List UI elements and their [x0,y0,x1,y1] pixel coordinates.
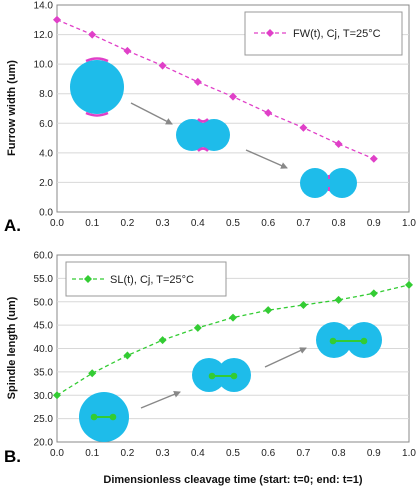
y-tick-label: 35.0 [34,367,54,378]
data-point-marker[interactable] [158,336,167,345]
legend-label: SL(t), Cj, T=25°C [110,274,194,286]
x-tick-label: 0.0 [50,218,64,229]
x-tick-label: 0.5 [226,218,240,229]
data-point-marker[interactable] [193,77,202,86]
x-tick-label: 0.0 [50,448,64,459]
panel-b-series [53,280,413,400]
panel-b-x-axis-title: Dimensionless cleavage time (start: t=0;… [103,474,363,486]
data-point-marker[interactable] [369,154,378,163]
x-tick-label: 0.4 [191,218,205,229]
cell-dividing-illustration [300,168,357,198]
x-tick-label: 0.4 [191,448,205,459]
x-tick-label: 0.3 [156,448,170,459]
data-point-marker[interactable] [334,139,343,148]
progression-arrow [140,391,181,409]
y-tick-label: 60.0 [34,251,54,262]
x-tick-label: 1.0 [402,218,416,229]
series-line [56,19,375,160]
x-tick-label: 0.7 [296,448,310,459]
x-tick-label: 0.6 [261,218,275,229]
y-tick-label: 14.0 [34,1,54,12]
x-tick-label: 0.3 [156,218,170,229]
data-point-marker[interactable] [123,46,132,55]
cell-pinching-illustration [176,118,230,152]
data-point-marker[interactable] [369,289,378,298]
y-tick-label: 55.0 [34,274,54,285]
data-point-marker[interactable] [299,123,308,132]
y-tick-label: 30.0 [34,391,54,402]
y-tick-label: 10.0 [34,60,54,71]
panel-a-series [53,15,378,163]
cell-round-spindle-illustration [79,392,129,442]
legend-marker-diamond [266,29,274,37]
data-point-marker[interactable] [264,108,273,117]
data-point-marker[interactable] [229,92,237,101]
y-tick-label: 12.0 [34,30,54,41]
y-tick-label: 8.0 [39,89,53,100]
data-point-marker[interactable] [88,30,97,39]
x-tick-label: 1.0 [402,448,416,459]
data-point-marker[interactable] [229,313,237,322]
x-tick-label: 0.1 [85,448,99,459]
progression-arrow [245,149,288,169]
y-tick-label: 2.0 [39,178,53,189]
y-tick-label: 0.0 [39,208,53,219]
panel-a-cell-illustrations [70,57,357,198]
panel-b-y-ticks: 20.0 25.0 30.0 35.0 40.0 45.0 50.0 55.0 60.0 [34,251,54,449]
y-tick-label: 4.0 [39,148,53,159]
panel-b-y-axis-title: Spindle length (um) [6,296,18,399]
x-tick-label: 0.2 [120,218,134,229]
data-point-marker[interactable] [299,301,308,310]
x-tick-label: 0.1 [85,218,99,229]
panel-a-y-axis-title: Furrow width (um) [6,60,18,156]
panel-b-legend[interactable]: SL(t), Cj, T=25°C [65,261,227,297]
data-point-marker[interactable] [53,391,61,400]
x-tick-label: 0.8 [332,448,346,459]
data-point-marker[interactable] [158,61,167,70]
x-tick-label: 0.9 [367,218,381,229]
y-tick-label: 6.0 [39,119,53,130]
panel-b: 20.0 25.0 30.0 35.0 40.0 45.0 50.0 55.0 60.0 0.0… [4,251,416,487]
data-point-marker[interactable] [405,280,413,289]
legend-marker-diamond [84,275,92,283]
panel-b-cell-illustrations [79,322,382,442]
x-tick-label: 0.5 [226,448,240,459]
progression-arrow [130,102,173,125]
cell-pinching-spindle-illustration [192,358,251,392]
x-tick-label: 0.2 [120,448,134,459]
x-tick-label: 0.7 [296,218,310,229]
x-tick-label: 0.6 [261,448,275,459]
panel-b-x-ticks: 0.0 0.1 0.2 0.3 0.4 0.5 0.6 0.7 0.8 0.9 1.0 [50,448,416,459]
data-point-marker[interactable] [123,351,132,360]
progression-arrow [264,347,307,368]
panel-b-letter: B. [4,447,21,466]
data-point-marker[interactable] [193,323,202,332]
y-tick-label: 25.0 [34,414,54,425]
y-tick-label: 40.0 [34,344,54,355]
y-tick-label: 50.0 [34,297,54,308]
y-tick-label: 20.0 [34,438,54,449]
x-tick-label: 0.9 [367,448,381,459]
data-point-marker[interactable] [264,306,273,315]
legend-label: FW(t), Cj, T=25°C [293,28,381,40]
data-point-marker[interactable] [334,295,343,304]
y-tick-label: 45.0 [34,321,54,332]
panel-a-legend[interactable]: FW(t), Cj, T=25°C [244,11,403,56]
panel-a: 0.0 2.0 4.0 6.0 8.0 10.0 12.0 14.0 0.0 0.1 0.2 0.3… [4,1,416,236]
cell-dividing-spindle-illustration [316,322,382,358]
x-tick-label: 0.8 [332,218,346,229]
data-point-marker[interactable] [53,15,61,24]
panel-a-letter: A. [4,216,21,235]
panel-a-x-ticks: 0.0 0.1 0.2 0.3 0.4 0.5 0.6 0.7 0.8 0.9 1.0 [50,218,416,229]
data-point-marker[interactable] [88,369,97,378]
cell-round-illustration [70,57,124,117]
panel-a-y-ticks: 0.0 2.0 4.0 6.0 8.0 10.0 12.0 14.0 [34,1,54,219]
